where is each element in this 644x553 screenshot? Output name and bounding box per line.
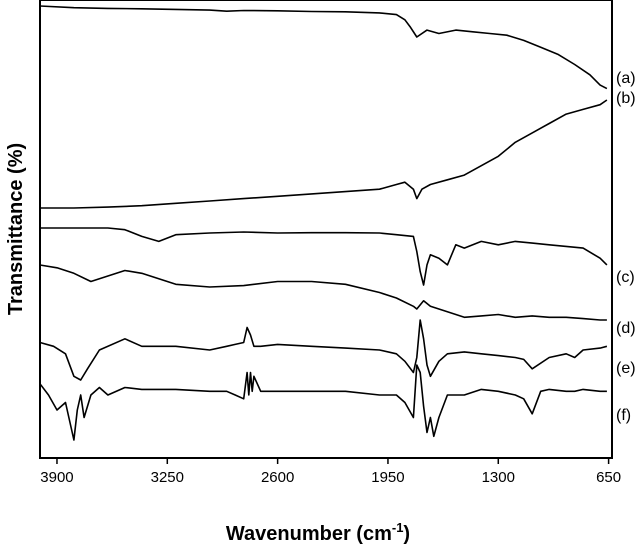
series-line-c bbox=[40, 227, 608, 286]
series-label-f: (f) bbox=[616, 407, 631, 424]
x-tick-label: 2600 bbox=[261, 469, 294, 486]
series-label-c: (c) bbox=[616, 269, 635, 286]
x-axis-label-end: ) bbox=[403, 523, 410, 545]
x-tick-label: 3900 bbox=[40, 469, 73, 486]
x-tick-label: 1300 bbox=[482, 469, 515, 486]
x-axis-label: Wavenumber (cm-1) bbox=[226, 520, 410, 545]
series-line-f bbox=[39, 364, 607, 441]
series-label-b: (b) bbox=[616, 90, 636, 107]
series-label-e: (e) bbox=[616, 360, 636, 377]
x-tick-label: 3250 bbox=[151, 469, 184, 486]
series-labels-group: (a) (b) (c) (d) (e) (f) bbox=[616, 70, 636, 424]
x-ticks-group: 3900 3250 2600 1950 1300 650 bbox=[40, 458, 621, 486]
x-tick-label: 650 bbox=[596, 469, 621, 486]
series-line-a bbox=[39, 5, 608, 90]
x-tick-label: 1950 bbox=[371, 469, 404, 486]
x-axis-label-main: Wavenumber (cm bbox=[226, 523, 392, 545]
y-axis-label: Transmittance (%) bbox=[5, 143, 27, 315]
series-label-a: (a) bbox=[616, 70, 636, 87]
series-label-d: (d) bbox=[616, 320, 636, 337]
x-axis-label-sup: -1 bbox=[392, 520, 404, 535]
series-line-e bbox=[39, 319, 608, 381]
series-line-d bbox=[39, 264, 607, 321]
plot-frame bbox=[39, 0, 613, 459]
curves-group bbox=[39, 5, 608, 441]
series-line-b bbox=[40, 99, 608, 209]
